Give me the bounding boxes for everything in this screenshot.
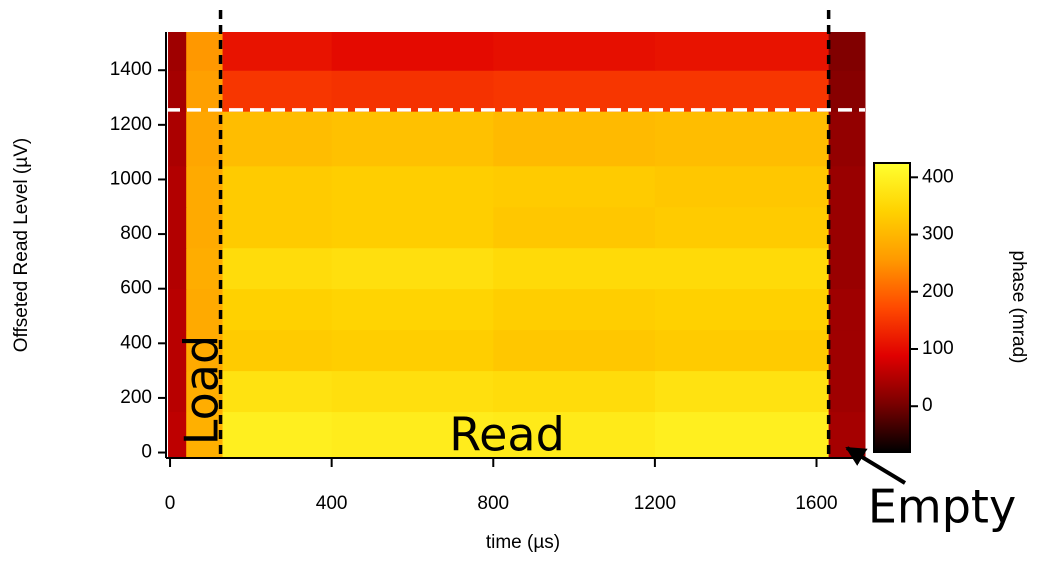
y-tick-label: 0 — [141, 442, 152, 463]
heatmap-cell — [828, 206, 866, 249]
y-tick-label: 400 — [120, 332, 152, 353]
heatmap-cell — [186, 32, 224, 71]
heatmap-cell — [222, 329, 333, 372]
heatmap-cell — [186, 70, 224, 112]
y-tick-label: 1400 — [110, 59, 152, 80]
heatmap-cell — [828, 329, 866, 372]
heatmap-cell — [828, 111, 866, 167]
heatmap-cell — [654, 411, 830, 459]
heatmap-cell — [168, 206, 187, 249]
x-tick-label: 400 — [316, 493, 348, 514]
heatmap-cell — [654, 111, 830, 167]
heatmap-cell — [186, 206, 224, 249]
heatmap-cell — [493, 206, 656, 249]
heatmap-cell — [331, 111, 494, 167]
heatmap-cell — [654, 370, 830, 413]
heatmap-cell — [828, 32, 866, 71]
heatmap-cell — [186, 411, 224, 459]
y-tick-label: 1200 — [110, 114, 152, 135]
annotation: Empty — [868, 480, 1016, 534]
y-tick-label: 600 — [120, 278, 152, 299]
heatmap-cell — [654, 247, 830, 290]
heatmap-cell — [493, 288, 656, 331]
heatmap-cell — [168, 288, 187, 331]
heatmap-cell — [186, 329, 224, 372]
heatmap-cell — [493, 329, 656, 372]
heatmap-cell — [222, 288, 333, 331]
heatmap-cell — [168, 411, 187, 459]
heatmap-cell — [222, 206, 333, 249]
heatmap-cell — [493, 70, 656, 112]
colorbar — [873, 162, 911, 453]
colorbar-tick-label: 400 — [922, 166, 954, 187]
heatmap-cell — [331, 411, 494, 459]
heatmap-cell — [222, 165, 333, 208]
x-tick-label: 1200 — [634, 493, 676, 514]
heatmap-cell — [186, 111, 224, 167]
heatmap-cell — [222, 70, 333, 112]
heatmap-cell — [186, 165, 224, 208]
heatmap-cell — [493, 32, 656, 71]
colorbar-tick-label: 0 — [922, 395, 933, 416]
heatmap-cell — [186, 370, 224, 413]
y-tick-label: 200 — [120, 387, 152, 408]
heatmap-cell — [168, 370, 187, 413]
heatmap-cell — [493, 370, 656, 413]
heatmap-cell — [828, 165, 866, 208]
heatmap-cell — [168, 247, 187, 290]
heatmap-cell — [186, 288, 224, 331]
heatmap-cell — [493, 411, 656, 459]
heatmap-cell — [222, 247, 333, 290]
heatmap-cell — [222, 111, 333, 167]
heatmap-cell — [654, 70, 830, 112]
heatmap-cell — [331, 32, 494, 71]
heatmap-cell — [828, 288, 866, 331]
colorbar-tick-label: 100 — [922, 338, 954, 359]
heatmap-cell — [828, 370, 866, 413]
annotation: Load — [175, 335, 229, 445]
heatmap-cell — [654, 32, 830, 71]
annotation: Read — [449, 408, 565, 462]
heatmap-cell — [168, 165, 187, 208]
heatmap-cell — [654, 165, 830, 208]
heatmap-cell — [222, 370, 333, 413]
heatmap-cell — [331, 329, 494, 372]
heatmap-cell — [331, 70, 494, 112]
x-axis-label: time (µs) — [486, 532, 560, 553]
heatmap-cell — [331, 165, 494, 208]
colorbar-tick-label: 300 — [922, 224, 954, 245]
x-tick-label: 0 — [165, 493, 176, 514]
heatmap-cell — [222, 411, 333, 459]
heatmap-cell — [222, 32, 333, 71]
heatmap-cell — [493, 165, 656, 208]
heatmap-cell — [331, 288, 494, 331]
x-tick-label: 800 — [477, 493, 509, 514]
heatmap-cell — [168, 70, 187, 112]
y-axis-label: Offseted Read Level (µV) — [11, 138, 32, 352]
annotation-arrow — [845, 446, 907, 485]
heatmap-cell — [186, 247, 224, 290]
heatmap-cell — [331, 206, 494, 249]
heatmap-cell — [828, 411, 866, 459]
y-tick-label: 1000 — [110, 168, 152, 189]
heatmap-cell — [654, 329, 830, 372]
heatmap-cell — [331, 247, 494, 290]
heatmap-cell — [828, 70, 866, 112]
heatmap-cell — [168, 329, 187, 372]
heatmap — [168, 32, 866, 459]
heatmap-cell — [654, 288, 830, 331]
heatmap-cell — [493, 247, 656, 290]
x-tick-label: 1600 — [795, 493, 837, 514]
heatmap-cell — [168, 111, 187, 167]
heatmap-cell — [168, 32, 187, 71]
colorbar-label: phase (mrad) — [1008, 251, 1029, 364]
y-tick-label: 800 — [120, 223, 152, 244]
heatmap-cell — [331, 370, 494, 413]
colorbar-tick-label: 200 — [922, 281, 954, 302]
heatmap-cell — [493, 111, 656, 167]
heatmap-cell — [828, 247, 866, 290]
overlay — [166, 10, 865, 458]
heatmap-cell — [654, 206, 830, 249]
